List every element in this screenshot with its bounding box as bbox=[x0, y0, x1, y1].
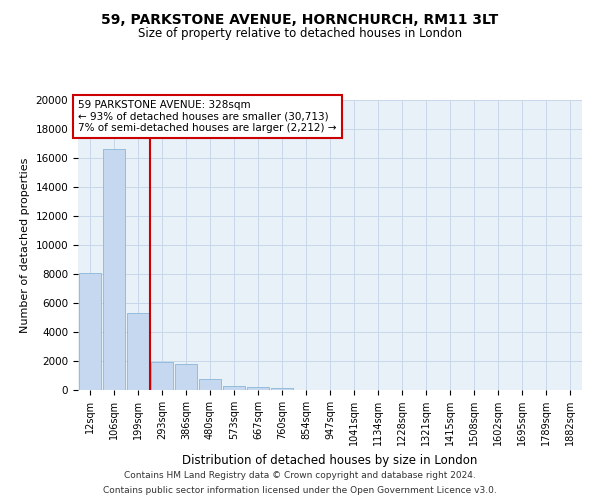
Text: Size of property relative to detached houses in London: Size of property relative to detached ho… bbox=[138, 28, 462, 40]
X-axis label: Distribution of detached houses by size in London: Distribution of detached houses by size … bbox=[182, 454, 478, 466]
Text: 59, PARKSTONE AVENUE, HORNCHURCH, RM11 3LT: 59, PARKSTONE AVENUE, HORNCHURCH, RM11 3… bbox=[101, 12, 499, 26]
Bar bbox=[79, 272, 101, 390]
Bar bbox=[175, 364, 197, 390]
Bar bbox=[127, 313, 149, 390]
Bar bbox=[271, 388, 293, 390]
Text: 59 PARKSTONE AVENUE: 328sqm
← 93% of detached houses are smaller (30,713)
7% of : 59 PARKSTONE AVENUE: 328sqm ← 93% of det… bbox=[78, 100, 337, 133]
Bar bbox=[151, 362, 173, 390]
Y-axis label: Number of detached properties: Number of detached properties bbox=[20, 158, 30, 332]
Text: Contains public sector information licensed under the Open Government Licence v3: Contains public sector information licen… bbox=[103, 486, 497, 495]
Bar bbox=[199, 379, 221, 390]
Bar bbox=[247, 387, 269, 390]
Bar bbox=[103, 150, 125, 390]
Bar bbox=[223, 386, 245, 390]
Text: Contains HM Land Registry data © Crown copyright and database right 2024.: Contains HM Land Registry data © Crown c… bbox=[124, 471, 476, 480]
